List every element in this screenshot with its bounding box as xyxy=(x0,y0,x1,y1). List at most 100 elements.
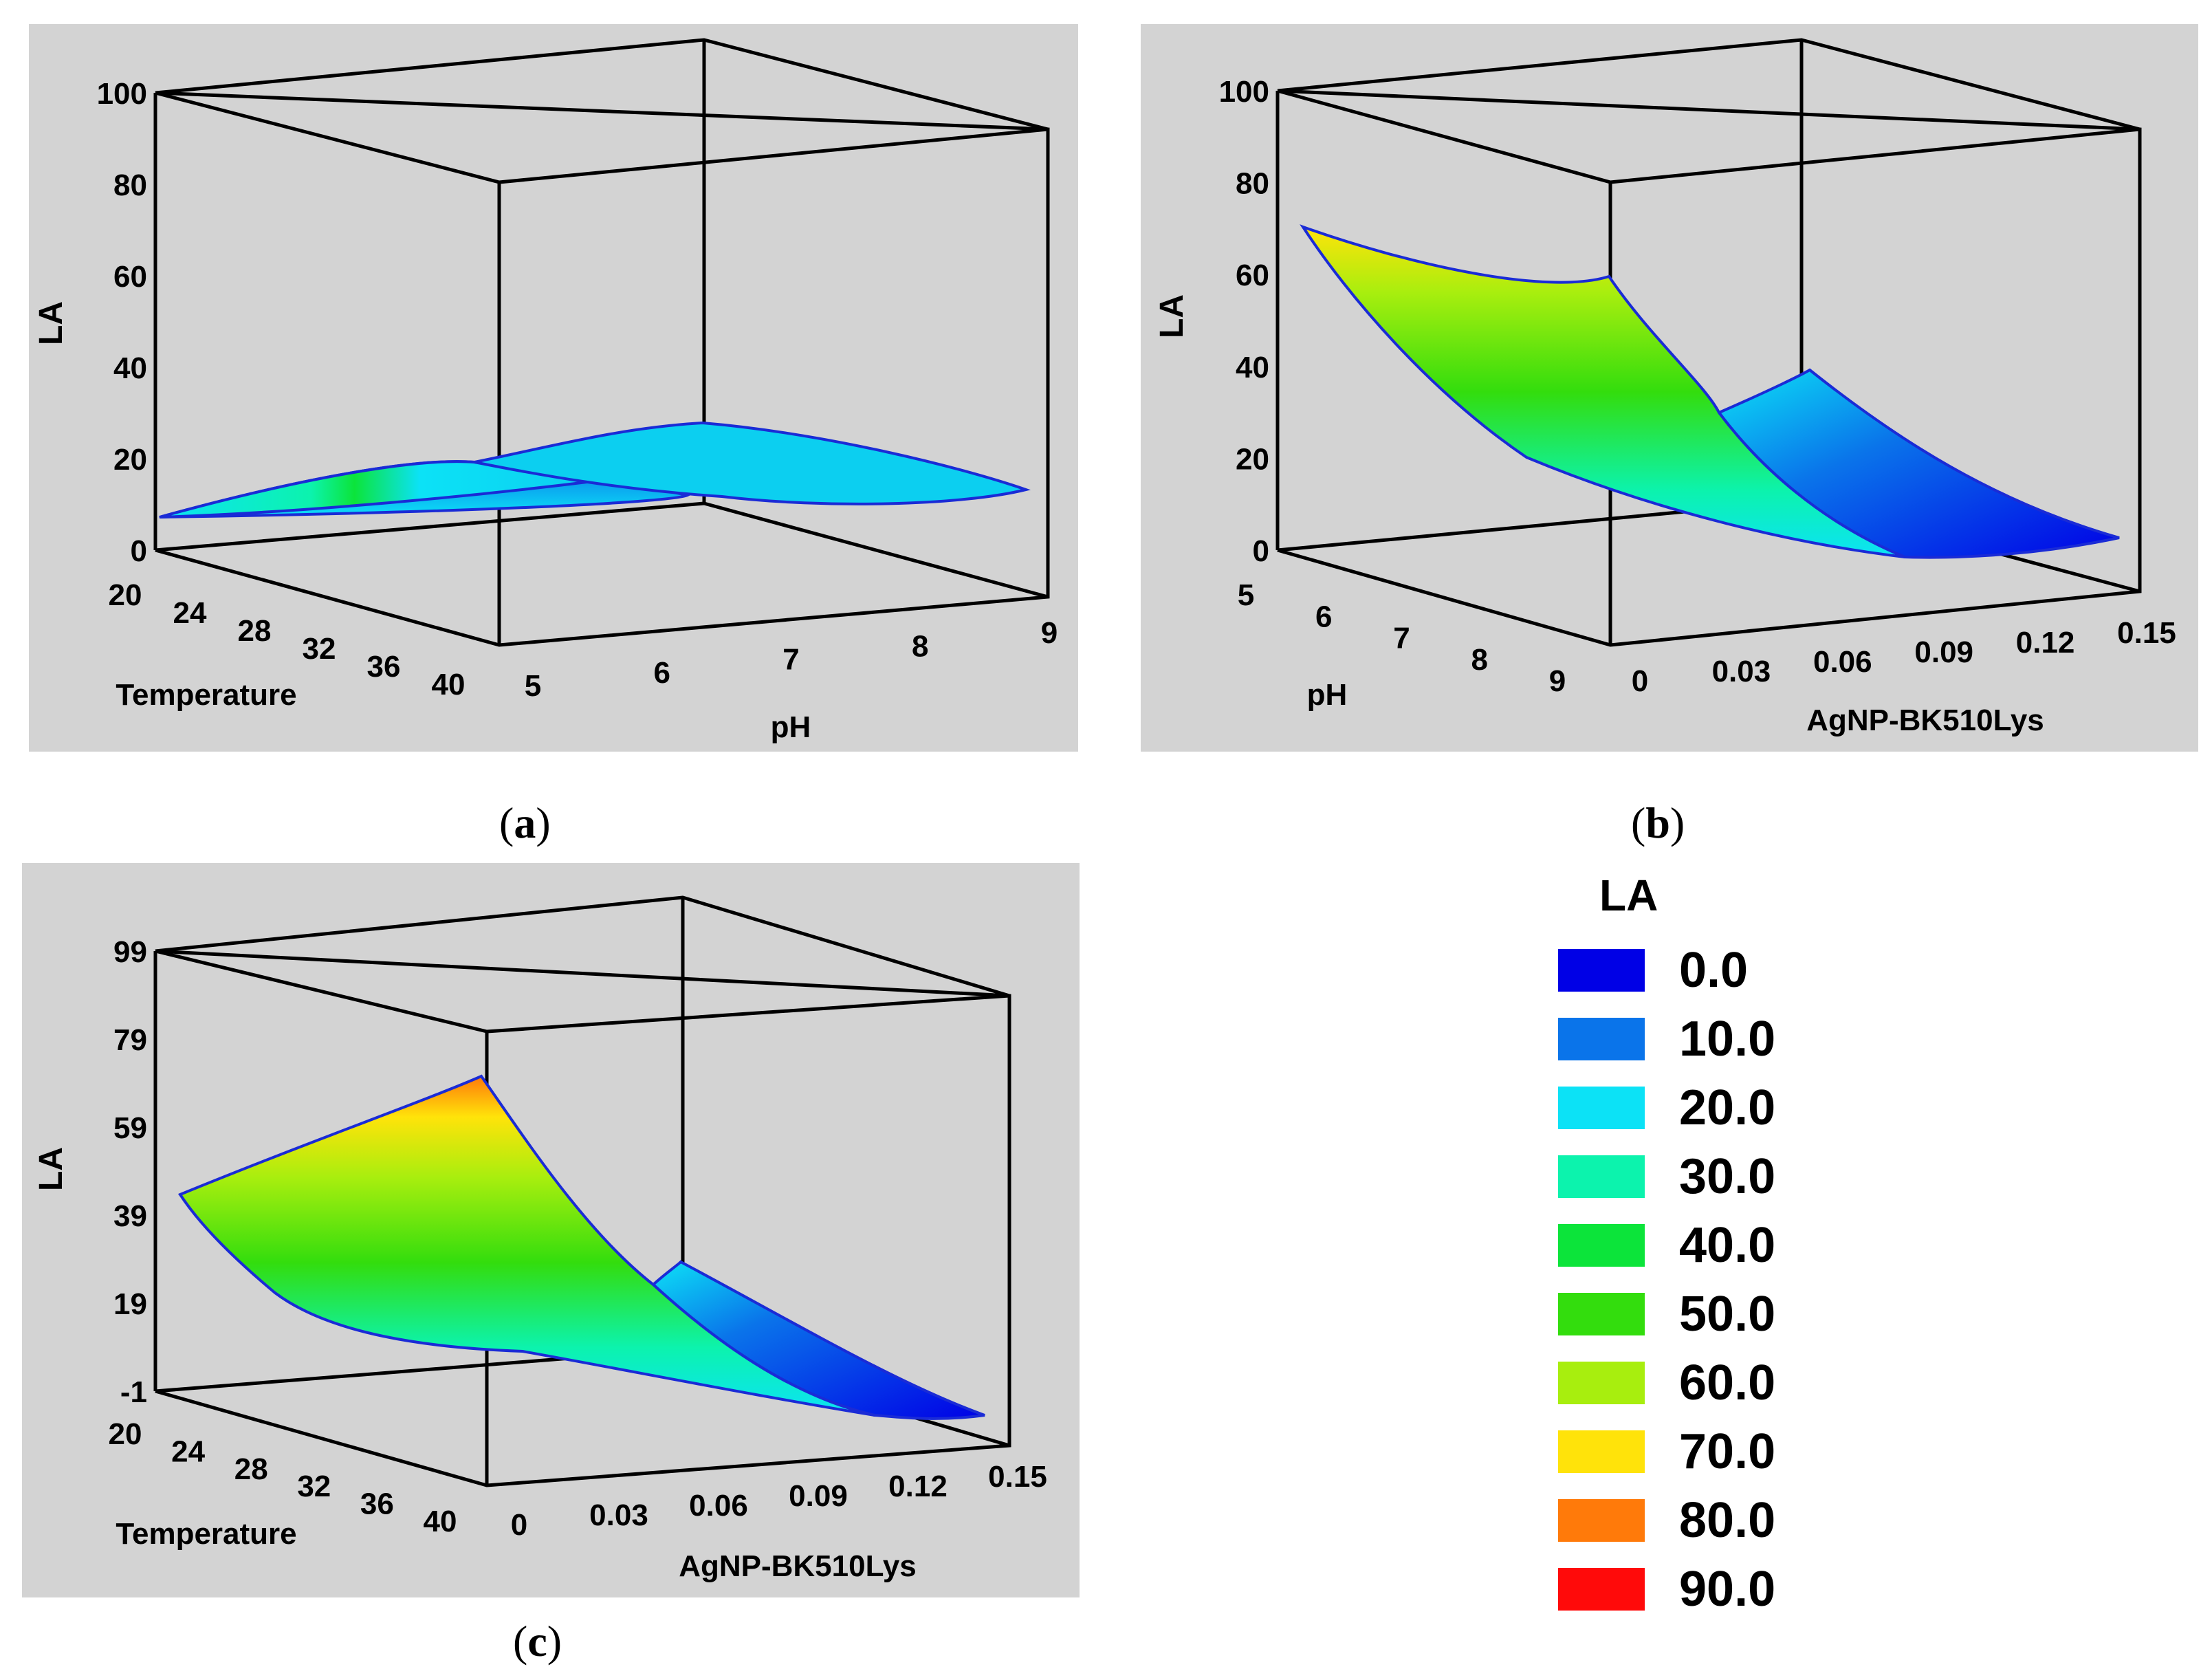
caption-c-letter: c xyxy=(527,1617,547,1666)
panel-b-z-tick: 60 xyxy=(1236,259,1269,292)
panel-a-x-tick: 40 xyxy=(432,668,466,701)
panel-c-z-tick: 59 xyxy=(113,1111,147,1145)
panel-b-x-tick: 7 xyxy=(1393,622,1410,655)
legend-item: 30.0 xyxy=(1558,1152,1775,1201)
panel-b-z-tick: 100 xyxy=(1219,75,1269,109)
legend-swatch xyxy=(1558,1155,1645,1198)
legend-swatch xyxy=(1558,1087,1645,1129)
panel-c-y-tick: 0 xyxy=(511,1508,527,1542)
panel-a-y-tick: 7 xyxy=(782,643,799,677)
panel-b-y-tick: 0 xyxy=(1632,664,1648,698)
legend-item: 50.0 xyxy=(1558,1289,1775,1339)
panel-a-z-tick: 40 xyxy=(113,351,147,385)
caption-a-letter: a xyxy=(514,798,536,847)
panel-c-z-tick: 19 xyxy=(113,1287,147,1321)
panel-b-z-label: LA xyxy=(1154,294,1190,338)
legend-swatch xyxy=(1558,1568,1645,1611)
panel-a-surface xyxy=(159,421,1031,519)
panel-b-z-tick: 40 xyxy=(1236,351,1269,384)
legend-swatch xyxy=(1558,949,1645,992)
panel-c-x-tick: 20 xyxy=(109,1417,142,1451)
legend-item: 10.0 xyxy=(1558,1014,1775,1064)
panel-c-surface xyxy=(178,1074,985,1420)
panel-a-z-tick: 80 xyxy=(113,168,147,202)
panel-c-y-label: AgNP-BK510Lys xyxy=(679,1549,917,1583)
legend-item: 70.0 xyxy=(1558,1427,1775,1476)
panel-a-x-tick: 28 xyxy=(238,614,272,648)
legend-swatch xyxy=(1558,1430,1645,1473)
panel-b-x-label: pH xyxy=(1307,678,1348,712)
panel-c-x-tick: 24 xyxy=(171,1434,205,1468)
legend-title: LA xyxy=(1599,871,1658,920)
panel-a-x-tick: 32 xyxy=(303,632,336,666)
panel-b-z-tick: 20 xyxy=(1236,442,1269,476)
legend-item: 0.0 xyxy=(1558,946,1748,995)
legend-label: 40.0 xyxy=(1679,1218,1776,1273)
legend-swatch xyxy=(1558,1362,1645,1404)
panel-b-x-tick: 8 xyxy=(1471,643,1488,677)
panel-c-x-label: Temperature xyxy=(116,1517,296,1551)
panel-c-y-tick: 0.09 xyxy=(789,1479,848,1513)
panel-c-x-tick: 32 xyxy=(297,1470,331,1503)
panel-c-y-tick: 0.03 xyxy=(589,1498,648,1532)
panel-a-y-tick: 5 xyxy=(525,669,541,703)
legend-label: 30.0 xyxy=(1679,1149,1776,1204)
legend-label: 10.0 xyxy=(1679,1012,1776,1067)
panel-b-y-tick: 0.15 xyxy=(2117,616,2176,650)
panel-b-y-tick: 0.03 xyxy=(1712,655,1771,688)
legend-label: 60.0 xyxy=(1679,1355,1776,1410)
panel-c-y-tick: 0.06 xyxy=(689,1489,748,1523)
panel-b-y-tick: 0.06 xyxy=(1813,645,1872,679)
legend-swatch xyxy=(1558,1499,1645,1542)
panel-b-y-tick: 0.09 xyxy=(1914,635,1973,669)
panel-c-z-tick: 79 xyxy=(113,1023,147,1057)
panel-b-y-label: AgNP-BK510Lys xyxy=(1806,703,2044,737)
panel-c-x-tick: 28 xyxy=(234,1452,268,1486)
legend-label: 70.0 xyxy=(1679,1424,1776,1479)
panel-a-x-tick: 24 xyxy=(173,596,207,630)
legend-label: 0.0 xyxy=(1679,943,1749,998)
panel-a-y-tick: 6 xyxy=(654,656,670,690)
panel-a-y-tick: 9 xyxy=(1041,616,1058,650)
caption-b: (b) xyxy=(1631,798,1685,847)
panel-c-y-tick: 0.15 xyxy=(988,1460,1047,1494)
legend-item: 80.0 xyxy=(1558,1496,1775,1545)
legend-label: 50.0 xyxy=(1679,1287,1776,1342)
panel-c-z-tick: -1 xyxy=(120,1375,147,1409)
caption-a: (a) xyxy=(499,798,551,847)
legend-swatch xyxy=(1558,1018,1645,1060)
panel-c-x-tick: 36 xyxy=(360,1487,394,1521)
panel-b-y-tick: 0.12 xyxy=(2016,626,2075,659)
panel-a-z-tick: 100 xyxy=(97,77,147,111)
panel-b-x-tick: 9 xyxy=(1549,664,1566,698)
panel-c-z-tick: 99 xyxy=(113,935,147,969)
panel-c-y-tick: 0.12 xyxy=(888,1470,948,1503)
panel-a-background xyxy=(29,24,1078,752)
panel-a-box xyxy=(153,38,1050,647)
panel-b-z-tick: 0 xyxy=(1253,534,1269,568)
panel-a-z-label: LA xyxy=(33,301,69,345)
panel-b-x-tick: 5 xyxy=(1238,578,1254,612)
legend-label: 90.0 xyxy=(1679,1562,1776,1617)
legend-label: 20.0 xyxy=(1679,1080,1776,1135)
panel-a-x-tick: 20 xyxy=(109,578,142,612)
panel-a-z-tick: 60 xyxy=(113,260,147,294)
legend-label: 80.0 xyxy=(1679,1493,1776,1548)
panel-c-x-tick: 40 xyxy=(424,1505,457,1538)
caption-b-letter: b xyxy=(1645,798,1670,847)
panel-a-x-label: Temperature xyxy=(116,678,296,712)
panel-a-z-tick: 0 xyxy=(131,534,147,568)
panel-a-y-label: pH xyxy=(771,710,811,744)
legend-item: 90.0 xyxy=(1558,1564,1775,1614)
panel-a-z-tick: 20 xyxy=(113,443,147,477)
legend-item: 20.0 xyxy=(1558,1083,1775,1133)
panel-b-z-tick: 80 xyxy=(1236,167,1269,201)
panel-c-z-tick: 39 xyxy=(113,1199,147,1233)
panel-c-z-label: LA xyxy=(33,1147,69,1191)
panel-b-surface xyxy=(1300,224,2120,559)
panel-a-x-tick: 36 xyxy=(367,650,401,684)
panel-a-y-tick: 8 xyxy=(912,629,928,663)
caption-c: (c) xyxy=(513,1617,562,1666)
legend-item: 60.0 xyxy=(1558,1358,1775,1408)
